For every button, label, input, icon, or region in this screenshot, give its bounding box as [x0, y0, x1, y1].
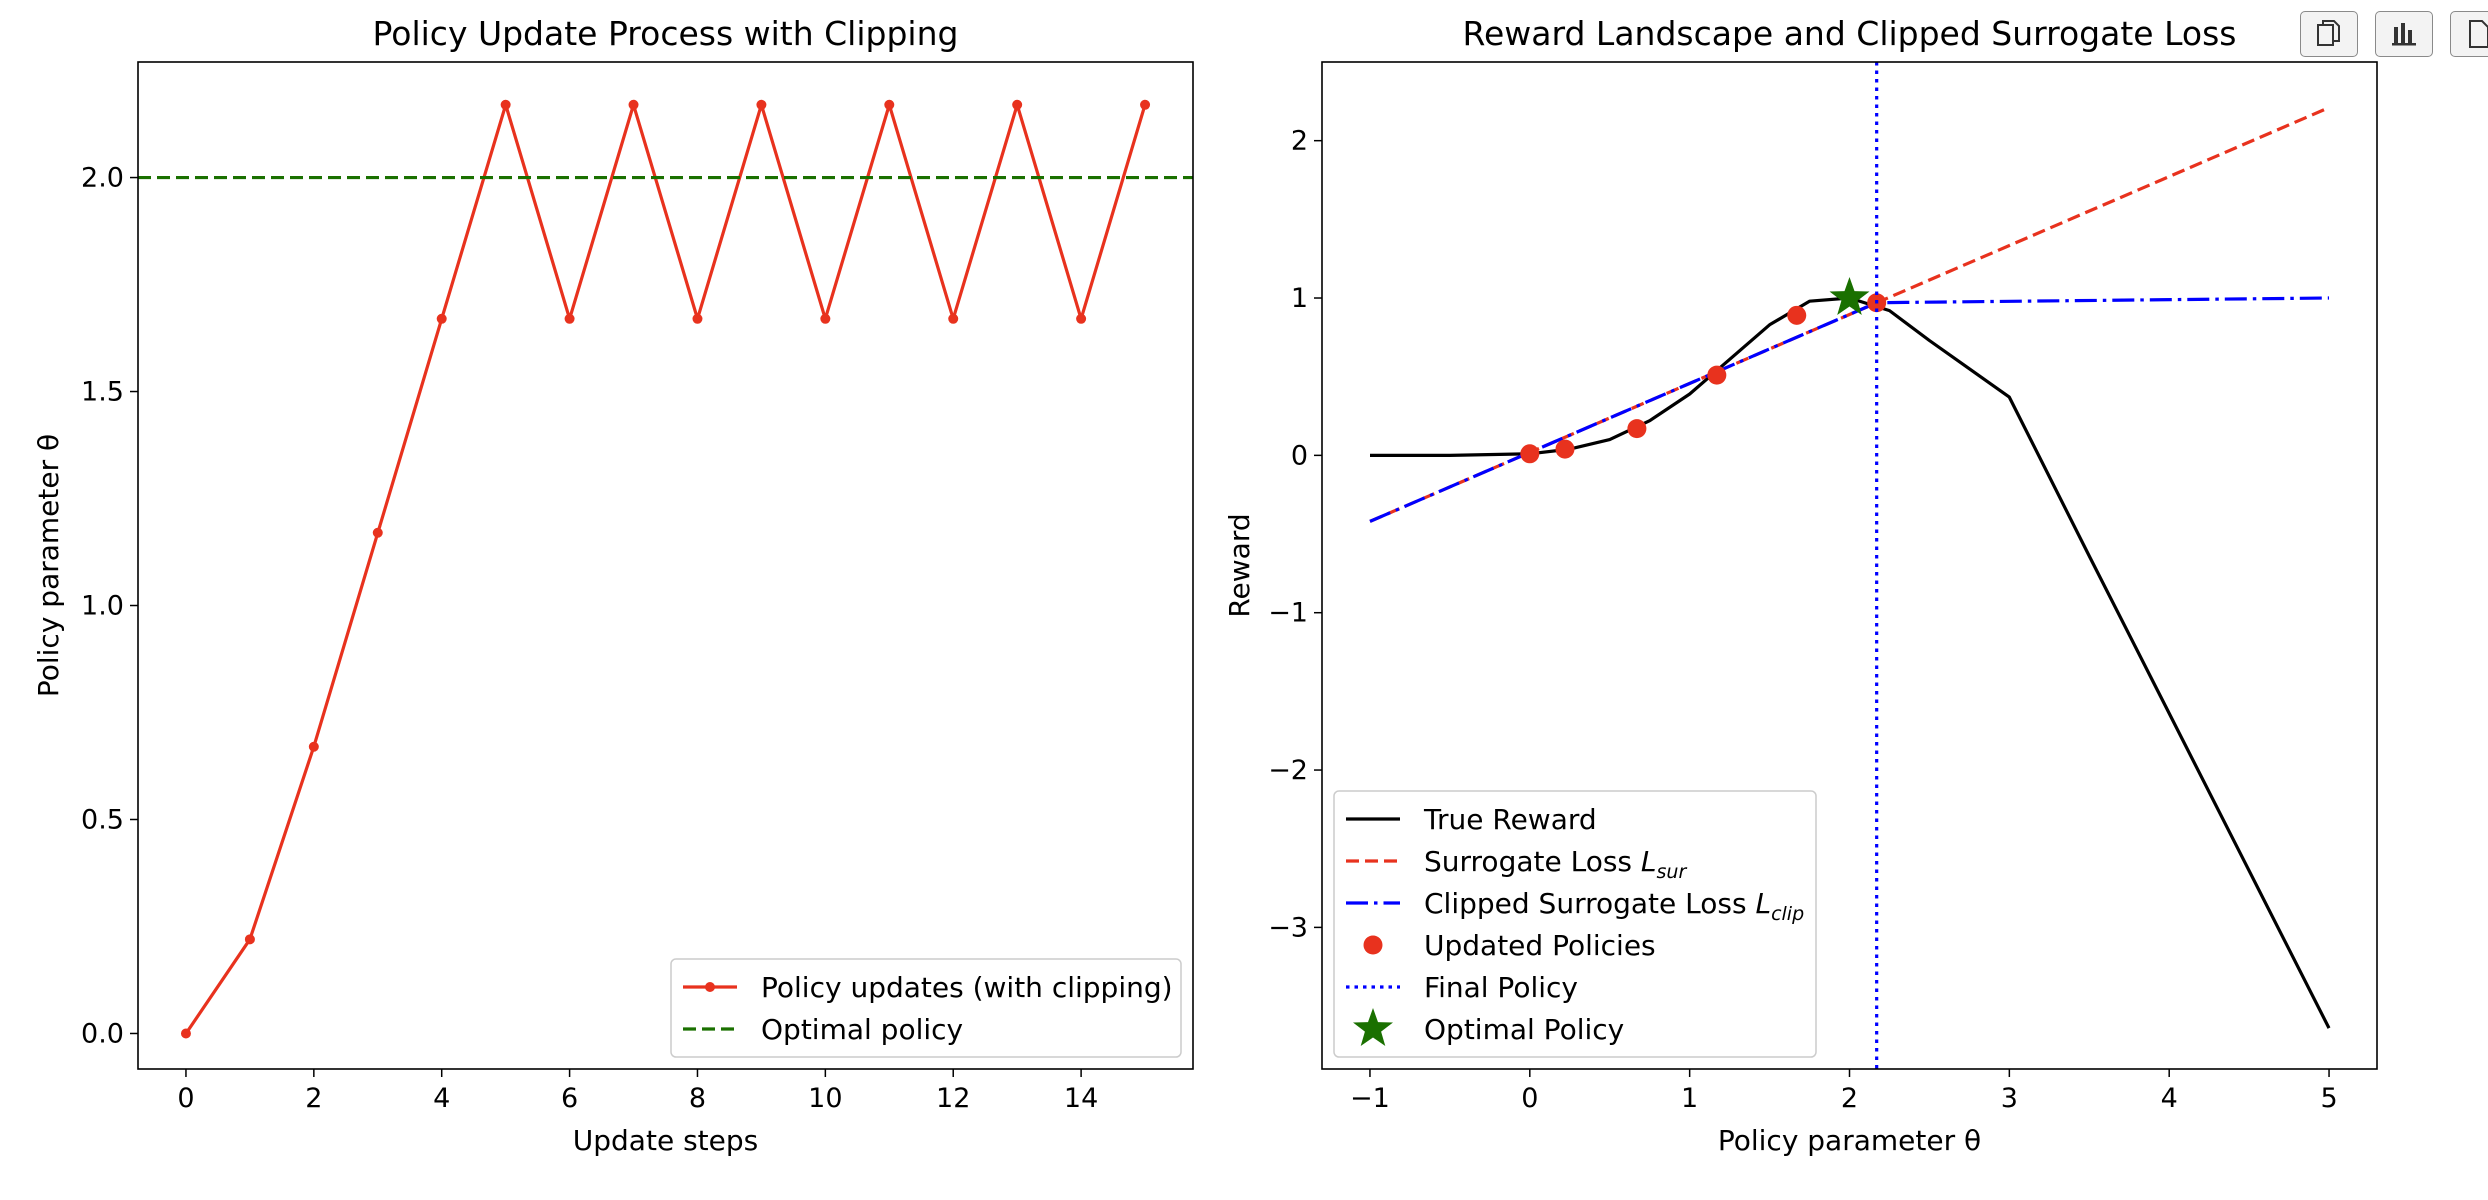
plot-area: [1369, 62, 2331, 1069]
policy-updates-with-clipping--line: [184, 103, 1147, 1035]
policy-update-point: [1076, 313, 1087, 324]
legend-label-text: Optimal policy: [761, 1013, 963, 1046]
policy-update-point: [436, 313, 447, 324]
x-tick-label: 8: [689, 1083, 706, 1114]
legend-frame: [1333, 790, 1817, 1058]
x-axis-label: Policy parameter θ: [1718, 1124, 1981, 1157]
policy-update-point: [884, 99, 895, 110]
legend: Policy updates (with clipping) Optimal po…: [670, 958, 1182, 1058]
x-tick-label: 5: [2320, 1083, 2337, 1114]
policy-update-point: [692, 313, 703, 324]
legend-marker: [1353, 1008, 1393, 1046]
legend-label-text: Final Policy: [1424, 971, 1578, 1004]
y-tick-label: 0.0: [81, 1018, 124, 1049]
policy-update-point: [1140, 99, 1151, 110]
legend-label: Clipped Surrogate Loss Lclip: [1424, 887, 1804, 925]
x-tick-label: 10: [808, 1083, 842, 1114]
policy-update-point: [628, 99, 639, 110]
legend-label: True Reward: [1423, 803, 1597, 836]
policy-update-point: [180, 1028, 191, 1039]
policy-update-point: [820, 313, 831, 324]
bar-chart-icon: [2392, 23, 2416, 46]
x-tick-label: 14: [1064, 1083, 1098, 1114]
updated-policy-point: [1627, 419, 1647, 439]
chart-title: Reward Landscape and Clipped Surrogate L…: [1463, 14, 2237, 53]
plot-frame: [137, 61, 1194, 1070]
chart-title: Policy Update Process with Clipping: [373, 14, 959, 53]
legend-label: Optimal policy: [761, 1013, 963, 1046]
legend-label: Policy updates (with clipping): [761, 971, 1173, 1004]
figure-toolbar: [2300, 11, 2488, 57]
x-tick-label: 12: [936, 1083, 970, 1114]
y-tick-label: 2.0: [81, 163, 124, 194]
updated-policy-point: [1787, 305, 1807, 325]
legend-label: Surrogate Loss Lsur: [1424, 845, 1687, 883]
legend-frame: [670, 958, 1182, 1058]
x-tick-label: 3: [2001, 1083, 2018, 1114]
optimal-policy-star: [1829, 277, 1870, 315]
legend-label-text: Updated Policies: [1424, 929, 1656, 962]
updated-policy-point: [1555, 439, 1575, 459]
legend-subscript: sur: [1657, 861, 1688, 883]
document-button[interactable]: [2450, 11, 2488, 57]
legend: True Reward Surrogate Loss Lsur Clipped Su…: [1333, 790, 1817, 1058]
x-tick-label: 0: [177, 1083, 194, 1114]
y-tick-label: −3: [1268, 912, 1308, 943]
x-tick-label: 4: [2161, 1083, 2178, 1114]
bar-chart-button[interactable]: [2375, 11, 2433, 57]
x-tick-label: 1: [1681, 1083, 1698, 1114]
chart-2: Reward Landscape and Clipped Surrogate L…: [1223, 14, 2378, 1157]
x-tick-label: −1: [1350, 1083, 1390, 1114]
policy-update-point: [564, 313, 575, 324]
policy-update-point: [948, 313, 959, 324]
y-axis-label: Policy parameter θ: [32, 434, 65, 697]
copy-icon: [2317, 20, 2340, 46]
x-tick-label: 4: [433, 1083, 450, 1114]
y-tick-label: 1.5: [81, 377, 124, 408]
y-tick-label: 0.5: [81, 804, 124, 835]
legend-label-text: Surrogate Loss: [1424, 845, 1632, 878]
y-tick-label: 2: [1291, 126, 1308, 157]
y-tick-label: −1: [1268, 598, 1308, 629]
legend-label: Optimal Policy: [1424, 1013, 1624, 1046]
legend-label-text: Policy updates (with clipping): [761, 971, 1173, 1004]
policy-update-point: [244, 934, 255, 945]
policy-update-point: [372, 527, 383, 538]
legend-marker: [705, 982, 715, 992]
x-tick-label: 0: [1521, 1083, 1538, 1114]
legend-subscript: clip: [1771, 903, 1804, 925]
x-tick-label: 6: [561, 1083, 578, 1114]
document-icon: [2469, 20, 2488, 48]
plot-frame: [1321, 61, 2378, 1070]
legend-label-text: Optimal Policy: [1424, 1013, 1624, 1046]
legend-marker: [1363, 935, 1383, 955]
x-axis-label: Update steps: [573, 1124, 758, 1157]
plot-area: [138, 99, 1193, 1039]
policy-update-point: [308, 741, 319, 752]
legend-math-L: L: [1747, 887, 1772, 920]
legend-label: Updated Policies: [1424, 929, 1656, 962]
updated-policy-point: [1520, 444, 1540, 464]
y-tick-label: 1.0: [81, 591, 124, 622]
legend-label-text: True Reward: [1423, 803, 1597, 836]
chart-1: Policy Update Process with Clipping 0 2 4 6 8…: [32, 14, 1194, 1157]
legend-label: Final Policy: [1424, 971, 1578, 1004]
y-tick-label: 1: [1291, 283, 1308, 314]
clipped-surrogate-loss-line: [1369, 296, 2330, 523]
y-tick-label: 0: [1291, 440, 1308, 471]
updated-policy-point: [1707, 365, 1727, 385]
x-tick-label: 2: [305, 1083, 322, 1114]
copy-button[interactable]: [2300, 11, 2358, 57]
policy-update-point: [500, 99, 511, 110]
x-tick-label: 2: [1841, 1083, 1858, 1114]
policy-update-point: [1012, 99, 1023, 110]
legend-math-L: L: [1632, 845, 1657, 878]
policy-update-point: [756, 99, 767, 110]
y-axis-label: Reward: [1223, 513, 1256, 617]
y-tick-label: −2: [1268, 755, 1308, 786]
legend-label-text: Clipped Surrogate Loss: [1424, 887, 1747, 920]
